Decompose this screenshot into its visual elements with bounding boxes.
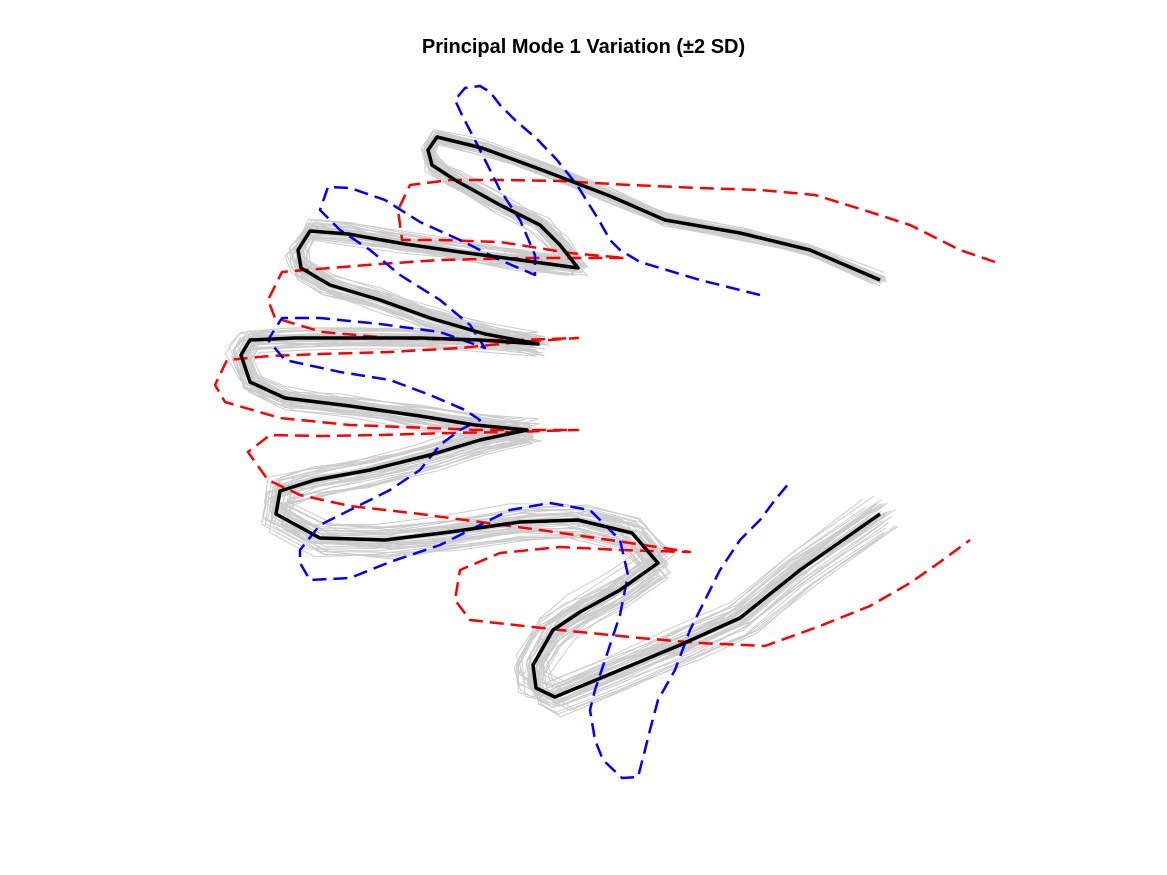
- sample-shape-line: [232, 139, 884, 686]
- sample-shape-line: [231, 132, 887, 696]
- series-group: [213, 84, 996, 780]
- sample-shape-line: [246, 136, 877, 704]
- sample-shape-line: [228, 140, 886, 708]
- mean-shape-line: [239, 135, 882, 699]
- minus-2sd-shape-line: [266, 84, 791, 780]
- sample-shape-line: [242, 134, 881, 699]
- sample-shape-line: [233, 135, 886, 700]
- sample-shape-line: [242, 131, 887, 705]
- sample-shape-line: [249, 143, 875, 687]
- chart-title: Principal Mode 1 Variation (±2 SD): [421, 36, 746, 58]
- plus-2sd-shape-line: [213, 178, 996, 648]
